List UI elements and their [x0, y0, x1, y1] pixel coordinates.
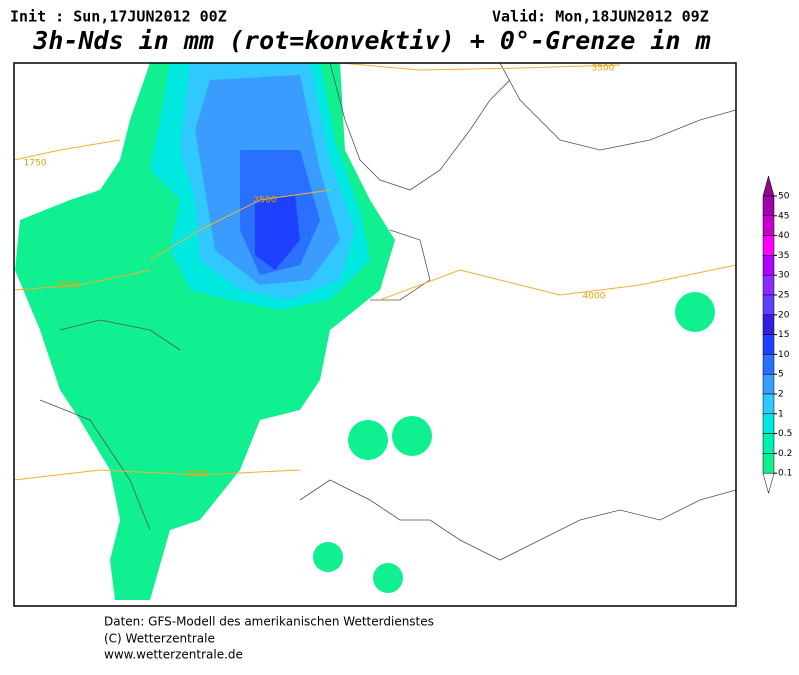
legend-label: 2 [778, 390, 784, 400]
legend-label: 10 [778, 350, 790, 360]
legend-swatch [762, 453, 775, 474]
precip-area [373, 563, 403, 593]
contour-line [13, 62, 737, 481]
legend-cap [762, 175, 775, 197]
legend-label: 0.2 [778, 449, 792, 459]
contour-label: 3500 [186, 470, 209, 480]
legend-swatch [762, 393, 775, 415]
title: 3h-Nds in mm (rot=konvektiv) + 0°-Grenze… [32, 26, 710, 55]
legend: 50 45 40 35 30 25 20 15 10 5 2 1 0.5 0.2 0.1 [762, 175, 792, 495]
contour-label: 3500 [592, 64, 615, 74]
map: 3500 1750 2500 2000 4000 3500 [13, 62, 737, 607]
footer-line: Daten: GFS-Modell des amerikanischen Wet… [104, 615, 434, 629]
footer-line: www.wetterzentrale.de [104, 648, 243, 662]
contour-label: 2500 [254, 196, 277, 206]
valid-time: Valid: Mon,18JUN2012 09Z [492, 8, 709, 26]
legend-swatch [762, 255, 775, 276]
legend-label: 40 [778, 231, 790, 241]
legend-swatch [762, 215, 775, 236]
footer-line: (C) Wetterzentrale [104, 632, 215, 646]
legend-label: 0.1 [778, 469, 792, 479]
legend-swatch [762, 354, 775, 375]
legend-label: 15 [778, 330, 789, 340]
precip-area [313, 542, 343, 572]
legend-swatch [762, 433, 775, 454]
contour-label: 2000 [57, 281, 80, 291]
legend-swatch [762, 294, 775, 316]
legend-swatch [762, 413, 775, 434]
precip-area [348, 420, 388, 460]
legend-label: 5 [778, 370, 784, 380]
legend-swatch [762, 373, 775, 395]
legend-swatch [762, 235, 775, 256]
legend-label: 20 [778, 310, 790, 320]
coastline [39, 62, 737, 561]
map-frame [13, 62, 737, 607]
legend-swatch [762, 195, 775, 217]
legend-swatch [762, 274, 775, 296]
legend-cap [762, 472, 775, 495]
legend-swatch [762, 314, 775, 335]
precip-area [392, 416, 432, 456]
legend-label: 1 [778, 409, 784, 419]
legend-swatch [762, 334, 775, 355]
contour-label: 4000 [583, 292, 606, 302]
precip-area [675, 292, 715, 332]
legend-label: 0.5 [778, 429, 792, 439]
legend-label: 45 [778, 211, 789, 221]
legend-label: 25 [778, 291, 789, 301]
precip-area [255, 195, 300, 270]
legend-label: 30 [778, 271, 790, 281]
legend-label: 35 [778, 251, 789, 261]
contour-label: 1750 [24, 159, 47, 169]
init-time: Init : Sun,17JUN2012 00Z [10, 8, 227, 26]
legend-label: 50 [778, 192, 790, 202]
